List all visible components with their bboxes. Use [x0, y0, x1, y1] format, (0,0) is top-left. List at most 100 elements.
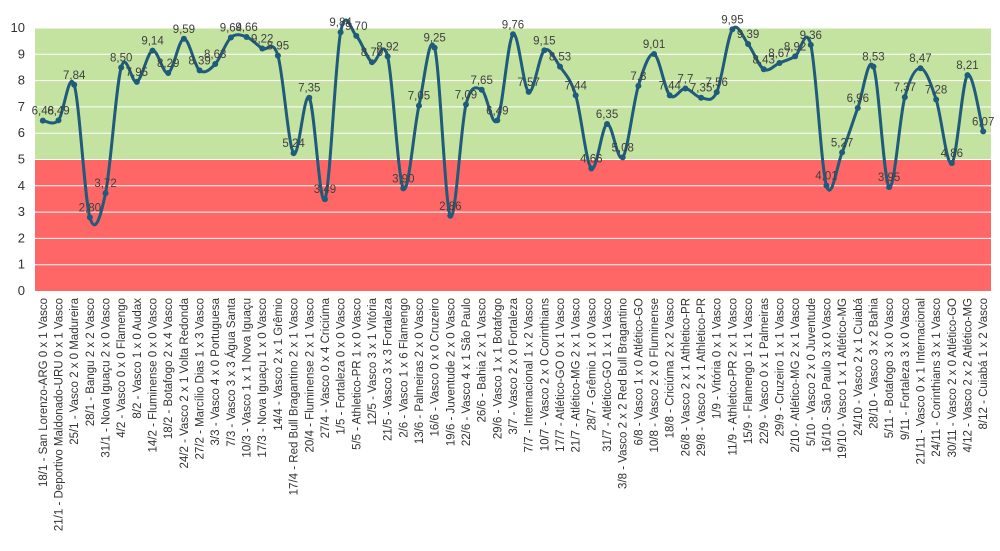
x-tick-label: 24/11 - Corinthians 3 x 1 Vasco — [931, 298, 943, 457]
data-label: 6,35 — [596, 109, 618, 121]
x-tick-label: 4/2 - Vasco 0 x 0 Flamengo — [116, 298, 128, 438]
x-tick-label: 14/4 - Vasco 2 x 1 Grêmio — [273, 298, 285, 431]
x-tick-label: 31/1 - Nova Iguaçu 2 x 0 Vasco — [101, 298, 113, 458]
data-label: 9,59 — [173, 24, 195, 36]
x-tick-label: 22/9 - Vasco 0 x 1 Palmeiras — [759, 298, 771, 444]
data-label: 9,25 — [423, 33, 445, 45]
x-tick-label: 20/4 - Fluminense 2 x 1 Vasco — [304, 298, 316, 452]
data-label: 9,95 — [721, 14, 743, 26]
data-point — [682, 85, 689, 92]
x-tick-label: 21/1 - Deportivo Maldonado-URU 0 x 1 Vas… — [54, 298, 66, 531]
data-label: 5,27 — [831, 137, 853, 149]
y-tick-label: 8 — [18, 73, 25, 88]
x-tick-label: 13/6 - Palmeiras 2 x 0 Vasco — [414, 298, 426, 444]
data-point — [478, 86, 485, 93]
data-point — [886, 184, 893, 191]
data-label: 7,09 — [455, 90, 477, 102]
x-tick-label: 7/7 - Internacional 1 x 2 Vasco — [524, 298, 536, 453]
data-point — [792, 53, 799, 60]
y-tick-label: 3 — [18, 204, 25, 219]
data-label: 7,35 — [690, 83, 712, 95]
x-tick-label: 31/7 - Atlético-GO 1 x 1 Vasco — [602, 298, 614, 452]
data-point — [274, 52, 281, 59]
x-tick-label: 29/8 - Vasco 2 x 1 Athletico-PR — [696, 298, 708, 456]
data-label: 8,21 — [956, 60, 978, 72]
y-tick-label: 1 — [18, 257, 25, 272]
data-point — [572, 92, 579, 99]
data-point — [494, 117, 501, 124]
data-point — [39, 117, 46, 124]
x-tick-label: 10/3 - Vasco 1 x 1 Nova Iguaçu — [242, 298, 254, 458]
x-tick-label: 25/1 - Vasco 2 x 0 Madureira — [69, 297, 81, 444]
y-tick-label: 6 — [18, 125, 25, 140]
data-label: 7,28 — [925, 85, 947, 97]
x-tick-label: 26/8 - Vasco 2 x 1 Athletico-PR — [680, 298, 692, 456]
data-label: 7,8 — [630, 71, 646, 83]
data-point — [165, 69, 172, 76]
data-point — [149, 47, 156, 54]
data-label: 6,96 — [847, 93, 869, 105]
data-point — [698, 94, 705, 101]
data-label: 6,49 — [47, 105, 69, 117]
x-tick-label: 4/12 - Vasco 2 x 2 Atlético-MG — [962, 298, 974, 453]
data-label: 6,07 — [972, 116, 994, 128]
data-label: 9,36 — [800, 30, 822, 42]
data-point — [510, 31, 516, 38]
data-point — [635, 82, 642, 89]
y-tick-label: 7 — [18, 99, 25, 114]
x-tick-label: 24/10 - Vasco 2 x 1 Cuiabá — [853, 297, 865, 435]
x-tick-label: 5/11 - Botafogo 3 x 0 Vasco — [884, 298, 896, 438]
data-label: 7,95 — [126, 67, 148, 79]
data-label: 9,39 — [737, 29, 759, 41]
x-tick-label: 30/11 - Vasco 2 x 0 Atlético-GO — [947, 298, 959, 457]
data-point — [807, 41, 814, 48]
data-point — [118, 64, 125, 71]
data-label: 5,08 — [612, 142, 634, 154]
x-tick-label: 28/7 - Grêmio 1 x 0 Vasco — [586, 298, 598, 431]
data-label: 8,39 — [188, 55, 210, 67]
data-label: 9,15 — [533, 35, 555, 47]
data-label: 4,01 — [815, 171, 837, 183]
data-point — [86, 214, 93, 221]
data-point — [321, 196, 328, 203]
x-tick-label: 2/6 - Vasco 1 x 6 Flamengo — [398, 298, 410, 438]
data-point — [55, 117, 62, 124]
data-point — [933, 96, 940, 103]
data-label: 9,70 — [345, 21, 367, 33]
data-label: 7,65 — [470, 75, 492, 87]
data-label: 7,05 — [408, 91, 430, 103]
data-point — [557, 63, 564, 70]
data-label: 7,44 — [659, 80, 682, 92]
data-point — [368, 59, 375, 66]
data-point — [353, 32, 360, 39]
data-point — [901, 94, 908, 101]
x-tick-label: 12/5 - Vasco 3 x 1 Vitória — [367, 297, 379, 425]
x-tick-label: 3/7 - Vasco 2 x 0 Fortaleza — [508, 297, 520, 434]
data-labels: 6,486,497,842,803,728,507,959,148,299,59… — [32, 14, 995, 214]
data-point — [243, 33, 250, 40]
data-label: 8,53 — [549, 52, 571, 64]
data-point — [525, 88, 532, 95]
x-tick-label: 21/7 - Atlético-MG 2 x 1 Vasco — [571, 298, 583, 452]
x-tick-label: 22/6 - Vasco 4 x 1 São Paulo — [461, 298, 473, 446]
data-label: 4,66 — [580, 153, 602, 165]
data-point — [290, 150, 297, 157]
data-label: 8,95 — [267, 41, 289, 53]
x-tick-label: 10/8 - Vasco 2 x 0 Fluminense — [649, 298, 661, 452]
x-tick-label: 21/5 - Vasco 3 x 3 Fortaleza — [383, 297, 395, 441]
data-point — [666, 92, 673, 99]
x-tick-label: 9/11 - Fortaleza 3 x 0 Vasco — [900, 298, 912, 440]
x-tick-label: 16/10 - São Paulo 3 x 0 Vasco — [821, 298, 833, 453]
x-tick-label: 14/2 - Fluminense 0 x 0 Vasco — [148, 298, 160, 452]
data-point — [306, 94, 313, 101]
y-tick-label: 9 — [18, 46, 25, 61]
data-point — [400, 185, 407, 192]
data-point — [604, 120, 611, 127]
x-tick-label: 29/9 - Cruzeiro 1 x 1 Vasco — [774, 298, 786, 437]
x-tick-label: 28/1 - Bangu 2 x 2 Vasco — [85, 298, 97, 426]
y-tick-label: 10 — [11, 20, 25, 35]
data-point — [776, 59, 783, 66]
data-label: 7,44 — [564, 80, 587, 92]
y-tick-label: 0 — [18, 283, 25, 298]
